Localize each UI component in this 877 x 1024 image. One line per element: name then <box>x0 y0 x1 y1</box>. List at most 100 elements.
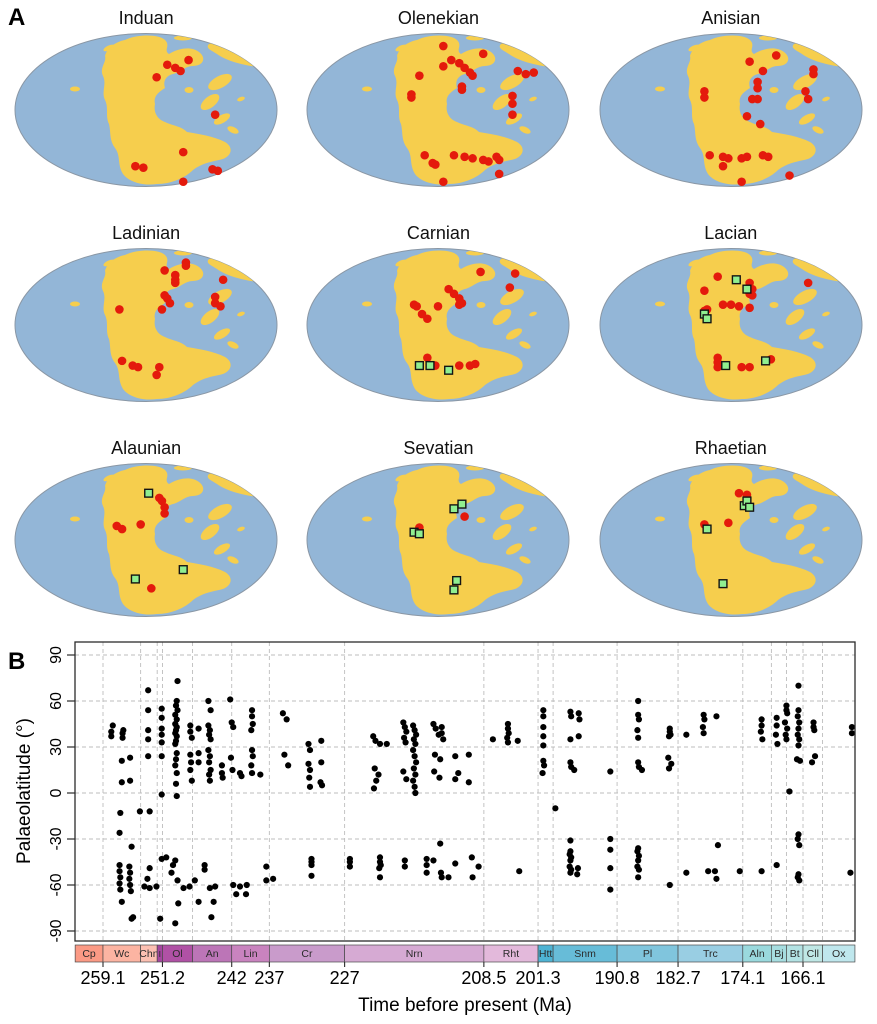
map-cell-ladinian: Ladinian <box>0 215 292 430</box>
data-point <box>574 865 582 872</box>
locality-dot <box>718 161 728 171</box>
locality-dot <box>745 362 754 372</box>
data-point <box>795 742 802 749</box>
data-point <box>249 753 256 760</box>
data-point <box>158 791 165 798</box>
data-point <box>373 777 380 784</box>
stage-label: Cp <box>82 948 96 960</box>
locality-dot <box>139 163 148 173</box>
data-point <box>540 723 547 731</box>
data-point <box>108 728 115 735</box>
data-point <box>120 727 127 734</box>
data-point <box>567 736 574 743</box>
data-point <box>227 754 235 761</box>
locality-dot <box>184 55 194 65</box>
locality-dot <box>216 301 225 311</box>
locality-dot <box>699 93 709 102</box>
data-point <box>173 733 180 740</box>
locality-dot <box>699 86 709 96</box>
data-point <box>173 750 180 757</box>
data-point <box>410 746 417 754</box>
data-point <box>634 727 641 734</box>
stage-label: Ox <box>832 948 846 960</box>
data-point <box>638 766 646 774</box>
data-point <box>175 900 182 907</box>
x-tick-label: 242 <box>217 968 247 988</box>
data-point <box>229 766 236 774</box>
data-point <box>283 716 290 723</box>
stage-label: Bt <box>790 948 800 960</box>
data-point <box>699 723 706 731</box>
data-point <box>248 746 256 754</box>
locality-dot <box>508 99 518 109</box>
data-point <box>370 733 377 740</box>
data-point <box>847 869 854 876</box>
paleomap-alaunian <box>14 463 278 617</box>
locality-dot <box>133 362 143 372</box>
highlight-square <box>444 365 454 375</box>
data-point <box>238 773 245 780</box>
data-point <box>308 872 315 879</box>
data-point <box>158 705 165 712</box>
data-point <box>701 716 708 723</box>
locality-dot <box>745 57 754 66</box>
stage-label: Bj <box>774 948 783 960</box>
locality-dot <box>718 300 728 310</box>
data-point <box>413 731 420 738</box>
data-point <box>711 868 719 875</box>
map-cell-induan: Induan <box>0 0 292 215</box>
data-point <box>683 731 690 738</box>
data-point <box>191 877 198 884</box>
locality-dot <box>508 91 518 101</box>
x-tick-label: 208.5 <box>461 968 506 988</box>
locality-dot <box>415 71 425 80</box>
data-point <box>207 736 214 743</box>
locality-dot <box>211 110 220 119</box>
y-axis: 90 60 30 0 -30 -60 -90 <box>48 646 75 943</box>
locality-dot <box>160 509 170 518</box>
data-point <box>635 697 642 705</box>
data-point <box>514 737 521 744</box>
data-point <box>146 884 153 892</box>
data-point <box>567 837 574 844</box>
data-point <box>195 750 202 757</box>
highlight-square <box>415 360 425 371</box>
data-point <box>157 915 164 922</box>
data-point <box>465 779 472 786</box>
data-point <box>635 857 642 864</box>
data-point <box>773 714 780 721</box>
x-tick-label: 201.3 <box>516 968 561 988</box>
data-point <box>504 734 511 741</box>
highlight-square <box>702 314 712 324</box>
data-point <box>848 723 856 731</box>
data-point <box>402 739 409 746</box>
data-point <box>233 891 240 898</box>
data-point <box>786 788 793 795</box>
data-point <box>568 713 575 720</box>
stage-label: An <box>206 948 219 960</box>
locality-dot <box>117 524 127 534</box>
data-point <box>410 765 417 772</box>
map-title-rhaetian: Rhaetian <box>694 438 767 458</box>
stage-label: Trc <box>703 948 718 960</box>
data-point <box>116 880 123 887</box>
locality-markers <box>131 55 223 187</box>
data-point <box>187 751 194 758</box>
data-point <box>285 762 292 769</box>
data-point <box>773 861 780 869</box>
map-cell-carnian: Carnian <box>292 215 584 430</box>
locality-dot <box>136 520 146 529</box>
locality-dot <box>117 356 127 366</box>
data-point <box>540 707 547 714</box>
scatter-points <box>108 677 856 927</box>
highlight-square <box>415 529 425 539</box>
data-point <box>452 776 459 783</box>
x-tick-label: 190.8 <box>595 968 640 988</box>
data-point <box>375 771 382 778</box>
data-point <box>438 723 445 731</box>
data-point <box>346 858 353 866</box>
paleomap-induan <box>14 33 278 187</box>
stage-segment-ox <box>822 944 856 963</box>
data-point <box>145 727 152 734</box>
data-point <box>144 875 151 882</box>
